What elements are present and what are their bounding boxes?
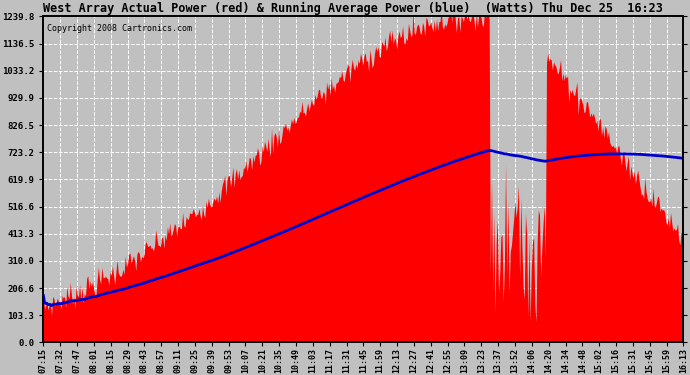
Text: West Array Actual Power (red) & Running Average Power (blue)  (Watts) Thu Dec 25: West Array Actual Power (red) & Running … bbox=[43, 2, 663, 15]
Text: Copyright 2008 Cartronics.com: Copyright 2008 Cartronics.com bbox=[46, 24, 192, 33]
